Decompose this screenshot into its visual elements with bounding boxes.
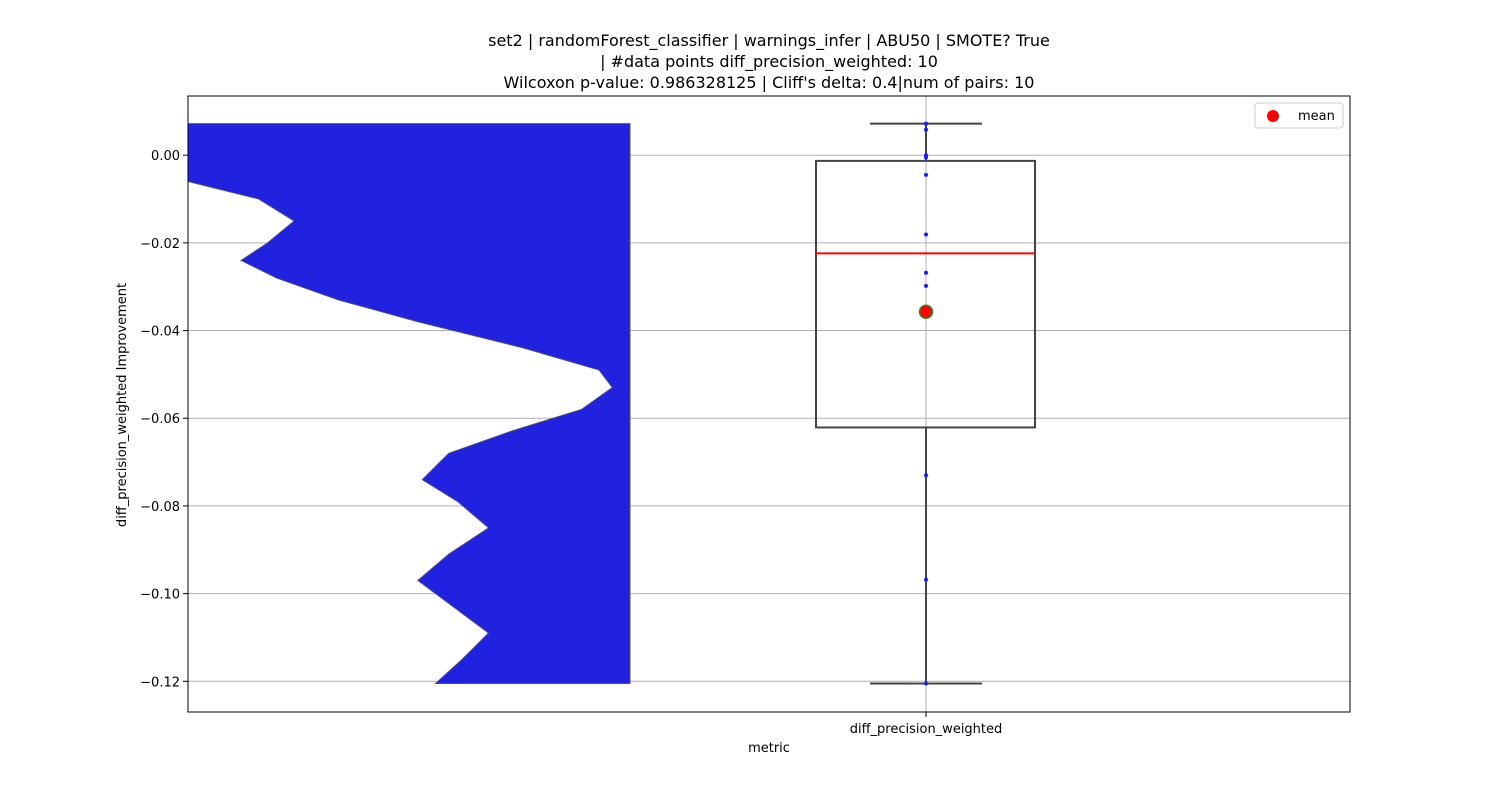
y-tick-label: −0.12 — [140, 675, 180, 690]
legend-mean-label: mean — [1298, 109, 1335, 124]
y-tick-label: −0.04 — [140, 325, 180, 340]
data-point — [924, 270, 928, 275]
chart-title: set2 | randomForest_classifier | warning… — [488, 31, 1050, 92]
data-point — [924, 172, 928, 177]
y-tick-label: −0.08 — [140, 500, 180, 515]
data-point — [924, 283, 928, 288]
x-axis-label: metric — [748, 741, 790, 756]
legend: mean — [1254, 102, 1344, 129]
data-point — [924, 577, 928, 582]
mean-marker — [918, 304, 934, 319]
box-plot — [815, 122, 1036, 685]
violin-plot — [187, 123, 631, 685]
title-line-2: | #data points diff_precision_weighted: … — [600, 52, 938, 72]
box-iqr — [815, 159, 1036, 429]
mean-marker-group — [918, 304, 934, 319]
legend-mean-marker — [1267, 110, 1279, 122]
y-tick-label: 0.00 — [151, 149, 180, 164]
x-tick-label: diff_precision_weighted — [850, 722, 1003, 737]
title-line-1: set2 | randomForest_classifier | warning… — [488, 31, 1050, 51]
violin-body — [187, 123, 631, 685]
data-point — [924, 121, 928, 126]
data-point — [924, 681, 928, 686]
data-point — [924, 232, 928, 237]
x-axis: diff_precision_weighted — [850, 712, 1003, 737]
y-tick-label: −0.06 — [140, 412, 180, 427]
data-points — [924, 121, 928, 686]
data-point — [924, 127, 928, 132]
y-axis: 0.00 −0.02 −0.04 −0.06 −0.08 −0.10 −0.12 — [140, 149, 188, 690]
data-point — [924, 473, 928, 478]
legend-box — [1254, 102, 1344, 129]
y-axis-label: diff_precision_weighted Improvement — [115, 283, 130, 527]
title-line-3: Wilcoxon p-value: 0.986328125 | Cliff's … — [504, 73, 1035, 92]
y-tick-label: −0.02 — [140, 237, 180, 252]
plot-area-frame — [187, 95, 1351, 713]
y-tick-label: −0.10 — [140, 588, 180, 603]
data-point — [924, 155, 928, 160]
